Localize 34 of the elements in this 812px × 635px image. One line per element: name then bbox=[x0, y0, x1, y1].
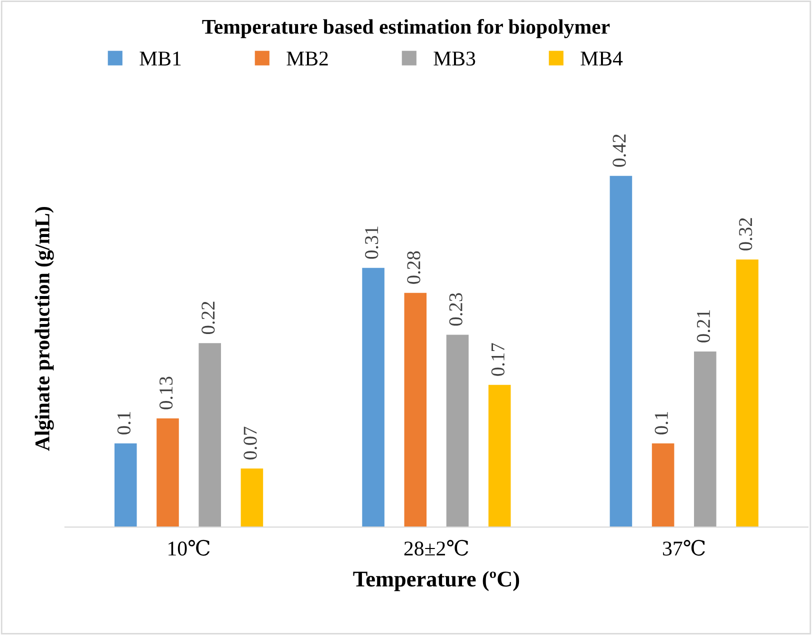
data-label: 0.28 bbox=[407, 251, 420, 284]
data-label: 0.1 bbox=[654, 412, 668, 434]
bar bbox=[198, 343, 221, 528]
bar bbox=[488, 384, 511, 528]
bar bbox=[446, 334, 469, 528]
data-label: 0.17 bbox=[491, 343, 505, 376]
bar bbox=[156, 418, 179, 528]
legend-label: MB2 bbox=[286, 52, 328, 66]
data-label: 0.1 bbox=[117, 412, 131, 434]
data-label: 0.42 bbox=[612, 134, 626, 167]
data-label: 0.32 bbox=[739, 218, 752, 250]
bar bbox=[240, 468, 264, 528]
chart-title: Temperature based estimation for biopolymer bbox=[202, 18, 610, 38]
data-label: 0.22 bbox=[202, 302, 215, 334]
bar bbox=[694, 351, 716, 528]
y-axis-title: Alginate production (g/mL) bbox=[34, 207, 54, 451]
legend-label: MB4 bbox=[580, 52, 623, 66]
x-tick-label: 37℃ bbox=[663, 540, 705, 556]
bar bbox=[610, 176, 632, 528]
data-label: 0.21 bbox=[696, 310, 710, 342]
bar bbox=[114, 443, 137, 528]
x-axis-title: Temperature (ºC) bbox=[353, 570, 520, 592]
data-label: 0.23 bbox=[449, 293, 462, 326]
bar bbox=[404, 292, 427, 528]
x-tick-label: 28±2℃ bbox=[404, 540, 468, 556]
x-tick-label: 10℃ bbox=[168, 540, 210, 556]
bar bbox=[362, 268, 384, 528]
data-label: 0.13 bbox=[159, 376, 173, 410]
bar bbox=[652, 443, 674, 528]
data-label: 0.07 bbox=[244, 426, 257, 460]
data-label: 0.31 bbox=[365, 226, 378, 259]
bar bbox=[736, 259, 758, 528]
legend-label: MB3 bbox=[434, 52, 476, 66]
legend-label: MB1 bbox=[140, 52, 181, 66]
